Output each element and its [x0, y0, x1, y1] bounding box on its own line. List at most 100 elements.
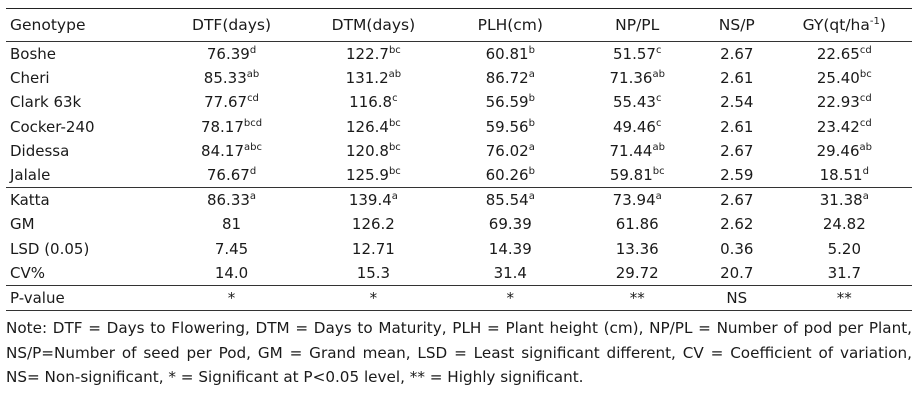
- cell-value: 71.36: [609, 69, 653, 88]
- cell-value: 29.46: [816, 141, 860, 160]
- cell-ns-p: 2.67: [697, 191, 777, 209]
- cell-value: 2.61: [720, 69, 754, 88]
- cell-letter-group: a: [528, 141, 535, 153]
- cell-letter-group: bcd: [243, 117, 263, 129]
- cell-plh: 31.4: [443, 264, 577, 282]
- cell-value: 116.8: [349, 93, 393, 112]
- cell-dtm: 122.7bc: [304, 45, 443, 63]
- cell-letter-group: d: [249, 166, 257, 178]
- cell-value: 86.33: [206, 191, 250, 210]
- cell-value: 56.59: [485, 93, 529, 112]
- cell-genotype: CV%: [10, 263, 45, 282]
- cell-np-pl: 73.94a: [577, 191, 696, 209]
- cell-letter-group: ab: [388, 69, 402, 81]
- cell-dtm: 131.2ab: [304, 69, 443, 87]
- cell-genotype: Jalale: [10, 166, 51, 185]
- cell-value: 126.2: [351, 215, 395, 234]
- cell-gy: **: [777, 289, 912, 307]
- header-rule: [6, 41, 912, 42]
- cell-plh: 14.39: [443, 240, 577, 258]
- cell-gy: 23.42cd: [777, 118, 912, 136]
- table-body: Boshe 76.39d 122.7bc 60.81b 51.57c 2.67 22.65c…: [6, 42, 912, 310]
- cell-value: **: [629, 288, 645, 307]
- cell-value: 2.62: [720, 215, 754, 234]
- cell-dtf: 86.33a: [159, 191, 303, 209]
- cell-plh: 60.81b: [443, 45, 577, 63]
- cell-dtf: 84.17abc: [159, 142, 303, 160]
- cell-plh: 85.54a: [443, 191, 577, 209]
- cell-letter-group: b: [528, 45, 535, 57]
- cell-value: 84.17: [201, 141, 244, 160]
- cell-letter-group: bc: [388, 166, 401, 178]
- cell-letter-group: bc: [388, 117, 401, 129]
- table-row: P-value * * * ** NS **: [6, 286, 912, 310]
- cell-letter-group: bc: [388, 141, 401, 153]
- header-gy-label: GY(qt/ha: [802, 16, 870, 34]
- cell-value: 29.72: [615, 263, 659, 282]
- cell-genotype: Cocker-240: [10, 117, 95, 136]
- cell-np-pl: 59.81bc: [577, 166, 696, 184]
- cell-genotype: Katta: [10, 191, 50, 210]
- cell-value: 31.38: [819, 191, 863, 210]
- cell-dtf: 77.67cd: [159, 93, 303, 111]
- cell-value: 85.33: [203, 69, 247, 88]
- cell-genotype: Cheri: [10, 69, 50, 88]
- cell-dtm: 125.9bc: [304, 166, 443, 184]
- cell-value: 59.56: [485, 117, 529, 136]
- cell-ns-p: 2.67: [697, 45, 777, 63]
- cell-value: 15.3: [356, 263, 391, 282]
- cell-value: 2.67: [720, 141, 754, 160]
- cell-np-pl: **: [577, 289, 696, 307]
- header-np-pl: NP/PL: [615, 16, 660, 34]
- table-row: Cocker-240 78.17bcd 126.4bc 59.56b 49.46c 2.6…: [6, 115, 912, 139]
- cell-value: 14.39: [488, 239, 532, 258]
- header-gy-close: ): [879, 16, 886, 34]
- cell-value: 2.54: [720, 93, 754, 112]
- cell-dtm: 120.8bc: [304, 142, 443, 160]
- cell-dtm: 12.71: [304, 240, 443, 258]
- cell-plh: 76.02a: [443, 142, 577, 160]
- cell-gy: 31.7: [777, 264, 912, 282]
- cell-value: 69.39: [488, 215, 532, 234]
- cell-value: 85.54: [485, 191, 529, 210]
- cell-letter-group: bc: [859, 69, 872, 81]
- cell-ns-p: NS: [697, 289, 777, 307]
- cell-ns-p: 2.61: [697, 118, 777, 136]
- table-row: Cheri 85.33ab 131.2ab 86.72a 71.36ab 2.61 25.4…: [6, 66, 912, 90]
- cell-value: NS: [726, 288, 748, 307]
- cell-letter-group: d: [862, 166, 869, 178]
- cell-plh: 60.26b: [443, 166, 577, 184]
- cell-dtf: *: [159, 289, 303, 307]
- cell-plh: 69.39: [443, 215, 577, 233]
- cell-value: 78.17: [200, 117, 244, 136]
- cell-np-pl: 71.44ab: [577, 142, 696, 160]
- cell-plh: 86.72a: [443, 69, 577, 87]
- cell-value: 71.44: [609, 141, 653, 160]
- cell-value: 122.7: [345, 45, 389, 64]
- cell-value: 31.4: [493, 263, 527, 282]
- cell-letter-group: d: [249, 45, 257, 57]
- cell-letter-group: a: [528, 191, 535, 203]
- cell-dtf: 78.17bcd: [159, 118, 303, 136]
- table-row: Boshe 76.39d 122.7bc 60.81b 51.57c 2.67 22.65c…: [6, 42, 912, 66]
- cell-genotype: Clark 63k: [10, 93, 82, 112]
- cell-value: 60.81: [485, 45, 529, 64]
- cell-dtm: 126.2: [304, 215, 443, 233]
- cell-value: 125.9: [345, 166, 389, 185]
- cell-value: 76.67: [206, 166, 250, 185]
- cell-letter-group: ab: [859, 141, 873, 153]
- table-row: Jalale 76.67d 125.9bc 60.26b 59.81bc 2.59 18.5…: [6, 163, 912, 187]
- cell-value: 7.45: [214, 239, 249, 258]
- cell-genotype: GM: [10, 215, 35, 234]
- cell-dtm: 126.4bc: [304, 118, 443, 136]
- cell-ns-p: 2.59: [697, 166, 777, 184]
- cell-value: 86.72: [485, 69, 529, 88]
- results-table: Genotype DTF(days) DTM(days) PLH(cm) NP/…: [6, 8, 912, 312]
- cell-value: 2.67: [720, 191, 754, 210]
- cell-letter-group: c: [655, 117, 662, 129]
- cell-letter-group: bc: [388, 45, 401, 57]
- cell-value: 139.4: [348, 191, 392, 210]
- cell-letter-group: cd: [859, 45, 872, 57]
- header-ns-p: NS/P: [718, 16, 755, 34]
- cell-letter-group: abc: [244, 141, 262, 153]
